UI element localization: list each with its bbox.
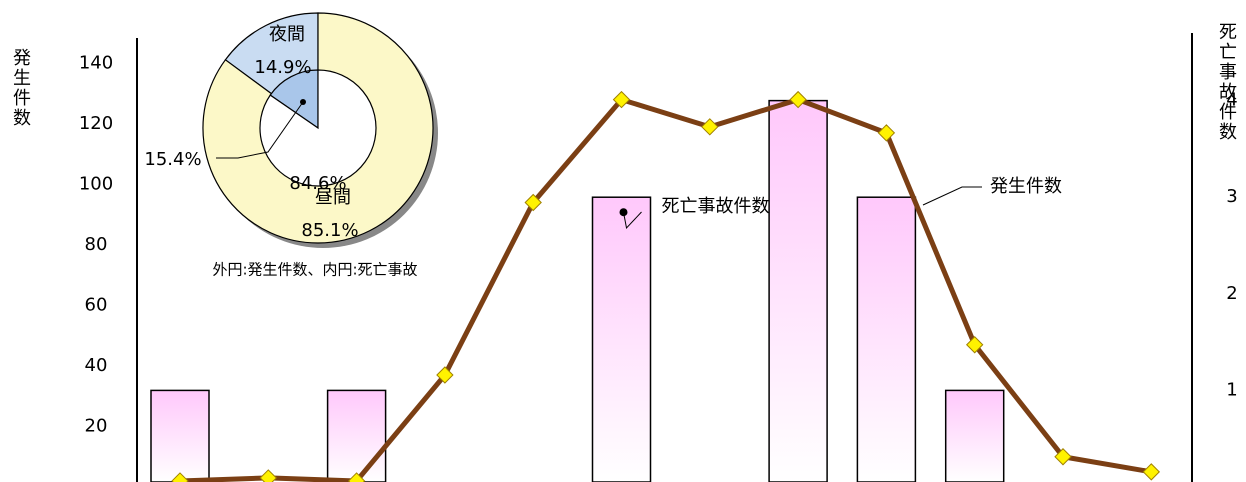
leader-line	[216, 101, 304, 159]
line-marker	[259, 469, 278, 482]
series-label: 発生件数	[990, 176, 1062, 197]
bar	[944, 389, 1005, 482]
y2-tick-label: 1	[1226, 379, 1237, 400]
line-marker	[1054, 448, 1072, 466]
donut-slice	[259, 69, 377, 187]
line-marker	[965, 336, 984, 354]
y-tick-label: 100	[79, 173, 113, 194]
series-label: 死亡事故件数	[662, 196, 770, 217]
y-tick-label: 40	[85, 355, 108, 376]
y2-tick-label: 2	[1226, 283, 1237, 304]
bar	[150, 389, 210, 482]
y2-tick-label: 4	[1226, 90, 1237, 111]
y-tick-label: 140	[79, 52, 113, 73]
y-tick-label: 60	[85, 294, 108, 315]
donut-slice	[202, 12, 434, 244]
value-label: 14.9%	[254, 57, 311, 78]
y-tick-label: 120	[79, 113, 113, 134]
y2-axis-label: 死亡事故件数	[1216, 22, 1237, 142]
y2-tick-label: 3	[1226, 186, 1237, 207]
category-label: 昼間	[315, 187, 351, 208]
y-tick-label: 80	[85, 234, 108, 255]
bar	[768, 99, 828, 482]
y-tick-label: 20	[85, 415, 108, 436]
category-label: 夜間	[269, 24, 305, 45]
bar	[326, 389, 387, 482]
callout-line	[623, 211, 642, 230]
donut-slice	[269, 69, 319, 130]
callout-line	[922, 186, 982, 206]
value-label: 15.4%	[144, 149, 201, 170]
value-label: 84.6%	[289, 173, 346, 194]
line-marker	[877, 124, 896, 142]
caption: 外円:発生件数、内円:死亡事故	[212, 261, 417, 279]
bar	[591, 196, 652, 482]
line-marker	[171, 472, 189, 482]
line-marker	[524, 193, 542, 212]
line	[179, 97, 1152, 482]
value-label: 85.1%	[301, 220, 358, 241]
line-marker	[436, 366, 454, 384]
line-marker	[347, 472, 366, 482]
line-marker	[789, 90, 807, 109]
bar	[856, 196, 917, 482]
y-axis-label: 発生件数	[10, 48, 31, 128]
line-marker	[701, 118, 719, 136]
line-marker	[1142, 463, 1161, 481]
line-marker	[612, 90, 631, 109]
main-chart: 20 40 60 80 100 120 140 1 2 3 4 死亡事故件数 発生件数	[79, 33, 1238, 482]
